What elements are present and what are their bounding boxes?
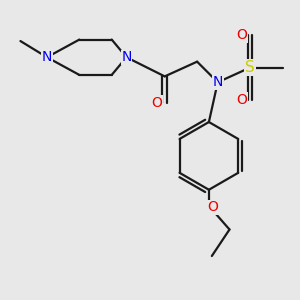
Text: O: O (207, 200, 218, 214)
Text: N: N (121, 50, 132, 64)
Text: N: N (212, 75, 223, 89)
Text: O: O (151, 96, 162, 110)
Text: O: O (236, 93, 247, 107)
Text: N: N (42, 50, 52, 64)
Text: S: S (245, 60, 255, 75)
Text: O: O (236, 28, 247, 42)
